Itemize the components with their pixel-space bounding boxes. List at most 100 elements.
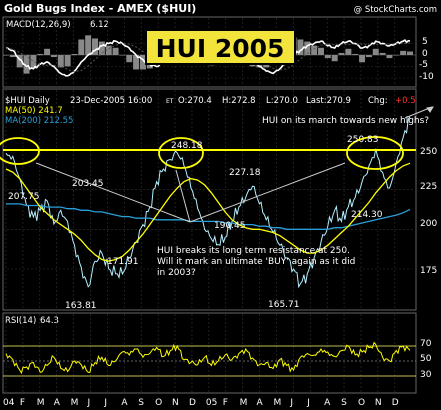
x-tick-label: A — [121, 398, 128, 408]
macd-hist-bar — [92, 38, 99, 55]
annot-190-45: 190.45 — [214, 221, 246, 231]
annot-248-18: 248.18 — [171, 141, 203, 151]
x-tick-label: M — [71, 398, 79, 408]
macd-hist-bar — [372, 48, 379, 55]
x-tick-label: D — [392, 398, 399, 408]
annot-214-30: 214.30 — [351, 210, 383, 220]
macd-hist-bar — [126, 55, 133, 63]
macd-tick-0: 0 — [422, 49, 428, 59]
macd-hist-bar — [98, 41, 105, 55]
rsi-grid — [3, 314, 416, 392]
annot-207-75: 207.75 — [8, 192, 40, 202]
macd-hist-bar — [365, 55, 372, 58]
macd-tick-5: 5 — [422, 37, 428, 47]
price-tick-200: 200 — [420, 219, 437, 229]
macd-hist-bar — [78, 39, 85, 55]
annot-163-81: 163.81 — [65, 301, 97, 311]
x-tick-label: M — [273, 398, 281, 408]
x-tick-label: A — [257, 398, 264, 408]
macd-hist-bar — [9, 55, 16, 58]
macd-hist-bar — [30, 55, 37, 69]
x-tick-label: N — [172, 398, 179, 408]
macd-value: 6.12 — [90, 20, 109, 30]
macd-tick-neg5: -5 — [419, 60, 428, 70]
rsi-tick-70: 70 — [420, 339, 432, 349]
macd-hist-bar — [23, 55, 30, 74]
macd-hist-bar — [345, 48, 352, 55]
macd-hist-bar — [105, 45, 112, 55]
chg-label: Chg: — [368, 96, 388, 106]
x-tick-label: J — [103, 398, 107, 408]
x-axis: 04 F M A M J J A S O N D 05 F M A M J J A S O N D — [3, 398, 399, 408]
high-label: H:272.8 — [222, 96, 256, 106]
x-tick-label: O — [155, 398, 162, 408]
macd-hist-bar — [57, 55, 64, 68]
ma200-line — [6, 203, 411, 230]
date-label: 23-Dec-2005 16:00 — [70, 96, 152, 106]
macd-hist-bar — [317, 47, 324, 55]
x-tick-label: M — [240, 398, 248, 408]
x-tick-label: J — [306, 398, 310, 408]
macd-hist-bar — [112, 47, 119, 55]
macd-hist-bar — [359, 55, 366, 63]
x-tick-label: M — [37, 398, 45, 408]
annot-227-18: 227.18 — [229, 168, 261, 178]
banner-text: HUI 2005 — [156, 34, 285, 63]
macd-hist-bar — [331, 55, 338, 62]
rsi-panel — [2, 312, 417, 394]
annot-203-45: 203.45 — [72, 179, 104, 189]
x-tick-label: S — [138, 398, 144, 408]
symbol-label: $HUI Daily — [5, 96, 50, 106]
x-tick-label: D — [189, 398, 196, 408]
note-bottom-line2: Will it mark an ultimate 'BUY' again as … — [157, 257, 355, 267]
macd-signal-line — [5, 42, 411, 73]
et-label: ET — [166, 98, 174, 105]
macd-hist-bar — [50, 55, 57, 58]
note-bottom-line1: HUI breaks its long term resistance at 2… — [157, 246, 350, 256]
annot-165-71: 165.71 — [268, 300, 300, 310]
note-top: HUI on its march towards new highs? — [262, 116, 429, 126]
macd-hist-bar — [379, 52, 386, 55]
ma200-legend: MA(200) 212.55 — [5, 116, 73, 126]
price-line — [5, 116, 411, 289]
chart-title: Gold Bugs Index - AMEX ($HUI) — [4, 2, 196, 15]
price-tick-175: 175 — [420, 266, 437, 276]
x-tick-label: J — [87, 398, 91, 408]
pointer-lines — [35, 106, 434, 223]
macd-hist-bar — [386, 55, 393, 59]
rsi-tick-30: 30 — [420, 370, 432, 380]
macd-hist-bar — [16, 55, 23, 68]
macd-hist-bar — [44, 48, 51, 55]
x-tick-label: 04 — [3, 398, 15, 408]
price-panel — [2, 88, 417, 311]
macd-hist-bar — [393, 55, 400, 56]
last-label: Last:270.9 — [306, 96, 351, 106]
ma50-legend: MA(50) 241.7 — [5, 106, 63, 116]
macd-hist-bar — [297, 39, 304, 55]
x-tick-label: 05 — [206, 398, 217, 408]
ma50-line — [5, 162, 411, 262]
rsi-tick-50: 50 — [420, 354, 432, 364]
annot-250-83: 250.83 — [347, 135, 379, 145]
macd-hist-bar — [71, 53, 78, 55]
macd-hist-bar — [119, 55, 126, 56]
x-tick-label: O — [358, 398, 365, 408]
macd-label: MACD(12,26,9) — [6, 20, 71, 30]
price-tick-225: 225 — [420, 182, 437, 192]
macd-hist-bar — [304, 41, 311, 55]
macd-hist-bar — [133, 55, 140, 70]
macd-hist-bar — [324, 55, 331, 59]
macd-hist-bar — [311, 45, 318, 55]
x-tick-label: A — [54, 398, 61, 408]
macd-hist-bar — [3, 55, 9, 56]
macd-tick-neg10: -10 — [419, 72, 434, 82]
rsi-line — [5, 341, 411, 375]
open-label: O:270.4 — [178, 96, 212, 106]
macd-hist-bar — [37, 53, 44, 55]
macd-hist-bar — [338, 52, 345, 55]
price-tick-250: 250 — [420, 147, 437, 157]
circle-2004-peak — [158, 137, 204, 169]
macd-hist-bar — [139, 55, 146, 70]
chg-value: +0.5 — [395, 96, 416, 106]
